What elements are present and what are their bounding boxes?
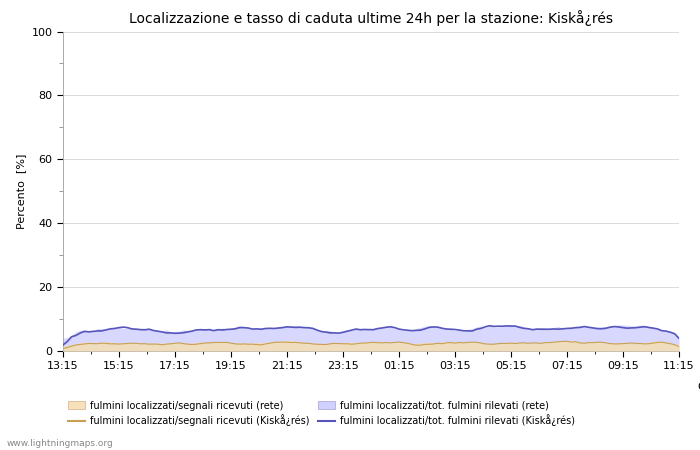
- Title: Localizzazione e tasso di caduta ultime 24h per la stazione: Kiskå¿rés: Localizzazione e tasso di caduta ultime …: [129, 10, 613, 26]
- Text: www.lightningmaps.org: www.lightningmaps.org: [7, 439, 113, 448]
- Text: Orario: Orario: [697, 382, 700, 392]
- Y-axis label: Percento  [%]: Percento [%]: [16, 153, 26, 229]
- Legend: fulmini localizzati/segnali ricevuti (rete), fulmini localizzati/segnali ricevut: fulmini localizzati/segnali ricevuti (re…: [68, 400, 575, 427]
